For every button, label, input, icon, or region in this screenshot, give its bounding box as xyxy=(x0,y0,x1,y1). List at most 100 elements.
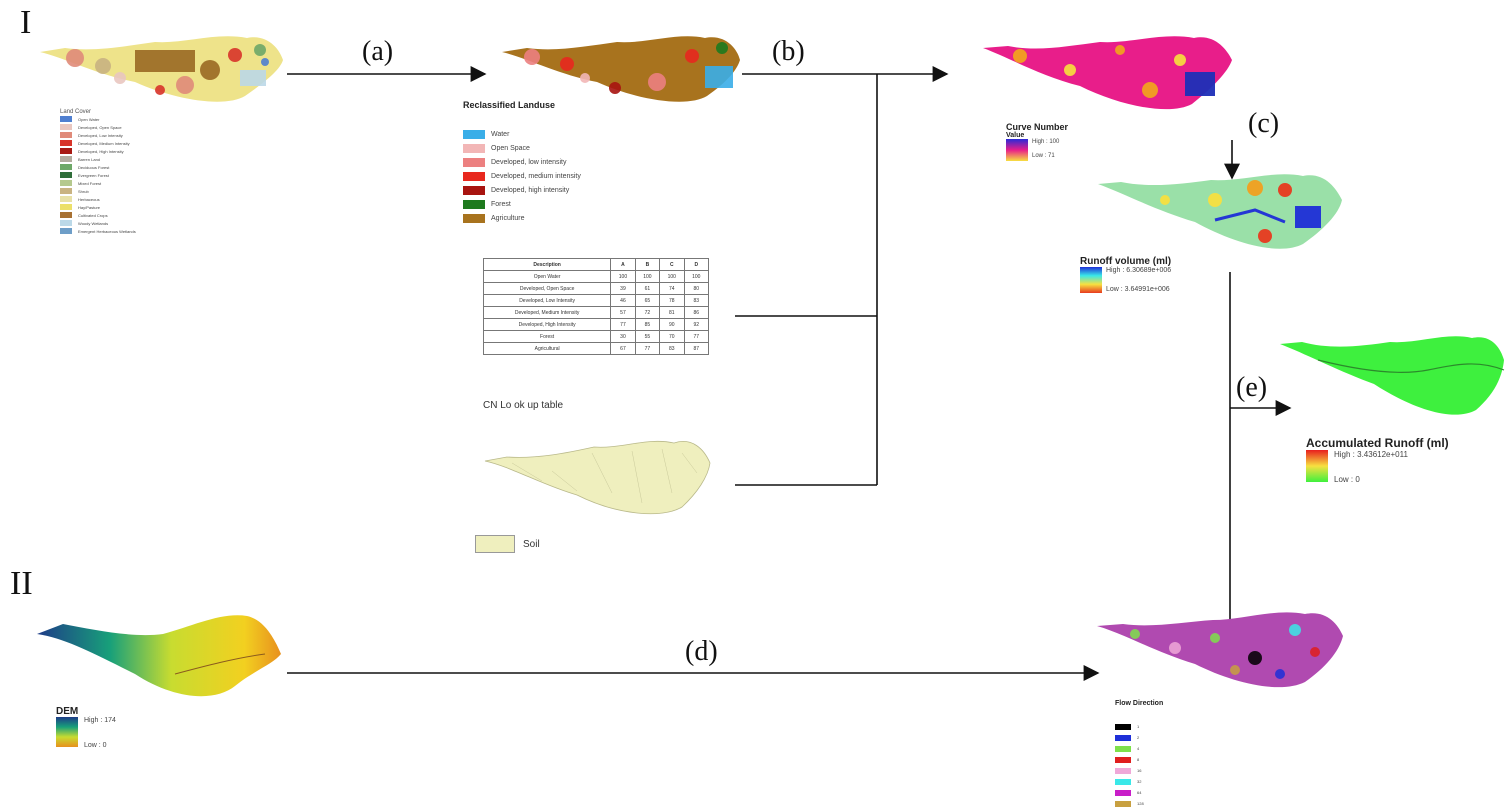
curve-number-high: High : 100 xyxy=(1032,139,1060,145)
legend-swatch xyxy=(1115,756,1131,763)
table-cell: Developed, Low Intensity xyxy=(482,294,612,307)
dem-legend: DEM High : 174 Low : 0 xyxy=(56,706,116,749)
table-cell: 67 xyxy=(610,342,636,355)
dem-map xyxy=(37,615,281,697)
legend-item: Shrub xyxy=(60,187,136,195)
table-cell: 81 xyxy=(659,306,685,319)
legend-swatch xyxy=(463,199,485,209)
soil-map xyxy=(484,440,711,515)
legend-item: 2 xyxy=(1115,732,1163,743)
cn-table-header: A xyxy=(610,258,636,271)
cn-table-caption: CN Lo ok up table xyxy=(483,400,564,411)
step-label-b: (b) xyxy=(772,36,805,67)
table-row: Developed, Medium Intensity 57 72 81 86 xyxy=(482,306,710,319)
table-cell: 77 xyxy=(610,318,636,331)
table-cell: 90 xyxy=(659,318,685,331)
legend-label: Forest xyxy=(491,200,511,208)
cn-lookup-table: Description A B C D Open Water 100 100 100 100 De… xyxy=(482,258,710,355)
legend-item: Developed, Medium Intensity xyxy=(60,139,136,147)
legend-label: 32 xyxy=(1137,779,1142,784)
legend-swatch xyxy=(60,156,72,162)
legend-item: Developed, Low Intensity xyxy=(60,131,136,139)
soil-swatch xyxy=(475,535,515,553)
curve-number-title: Curve Number xyxy=(1006,122,1069,132)
legend-swatch xyxy=(463,185,485,195)
table-cell: 72 xyxy=(634,306,661,319)
cn-table-header: D xyxy=(683,258,710,271)
legend-item: 16 xyxy=(1115,765,1163,776)
runoff-volume-map xyxy=(1098,174,1342,249)
legend-item: Water xyxy=(463,127,581,141)
reclassified-landuse-map xyxy=(502,36,740,102)
legend-label: 16 xyxy=(1137,768,1142,773)
legend-item: Cultivated Crops xyxy=(60,211,136,219)
table-row: Agricultural 67 77 83 87 xyxy=(482,342,710,355)
accumulated-runoff-gradient xyxy=(1306,450,1328,482)
curve-number-legend: Curve Number Value High : 100 Low : 71 xyxy=(1006,122,1068,161)
table-cell: 30 xyxy=(610,330,636,343)
legend-label: 2 xyxy=(1137,735,1140,740)
legend-label: Agriculture xyxy=(491,214,525,222)
table-cell: 74 xyxy=(659,282,685,295)
accumulated-runoff-high: High : 3.43612e+011 xyxy=(1334,450,1408,459)
legend-label: Developed, Low Intensity xyxy=(78,132,123,138)
table-cell: 100 xyxy=(659,270,685,283)
legend-swatch xyxy=(463,171,485,181)
table-cell: 77 xyxy=(634,342,661,355)
legend-label: Shrub xyxy=(78,188,89,194)
legend-item: Agriculture xyxy=(463,211,581,225)
legend-swatch xyxy=(60,180,72,186)
accumulated-runoff-title: Accumulated Runoff (ml) xyxy=(1306,436,1449,450)
table-cell: 80 xyxy=(683,282,710,295)
curve-number-low: Low : 71 xyxy=(1032,153,1055,159)
dem-high: High : 174 xyxy=(84,717,116,724)
legend-label: 128 xyxy=(1137,801,1144,806)
step-label-a: (a) xyxy=(362,36,394,67)
legend-swatch xyxy=(1115,723,1131,730)
legend-label: 8 xyxy=(1137,757,1140,762)
legend-label: 1 xyxy=(1137,724,1140,729)
dem-gradient xyxy=(56,717,78,747)
accumulated-runoff-map xyxy=(1280,336,1505,415)
legend-item: Developed, High Intensity xyxy=(60,147,136,155)
table-cell: 83 xyxy=(659,342,685,355)
legend-label: 4 xyxy=(1137,746,1140,751)
table-row: Forest 30 55 70 77 xyxy=(482,330,710,343)
table-cell: Developed, High Intensity xyxy=(482,318,612,331)
legend-swatch xyxy=(60,116,72,122)
dem-title: DEM xyxy=(56,706,79,717)
table-cell: 39 xyxy=(610,282,636,295)
table-cell: 70 xyxy=(659,330,685,343)
table-cell: Open Water xyxy=(482,270,612,283)
legend-label: Woody Wetlands xyxy=(78,220,109,226)
legend-swatch xyxy=(463,143,485,153)
legend-label: Deciduous Forest xyxy=(78,164,110,170)
table-cell: Forest xyxy=(482,330,612,343)
legend-swatch xyxy=(463,129,485,139)
table-cell: 100 xyxy=(683,270,710,283)
table-row: Developed, High Intensity 77 85 90 92 xyxy=(482,318,710,331)
legend-label: Developed, medium intensity xyxy=(491,172,581,180)
runoff-volume-legend: Runoff volume (ml) High : 6.30689e+006 L… xyxy=(1080,256,1171,293)
legend-item: Barren Land xyxy=(60,155,136,163)
runoff-volume-gradient xyxy=(1080,267,1102,293)
legend-item: Developed, high intensity xyxy=(463,183,581,197)
table-cell: 55 xyxy=(634,330,661,343)
legend-swatch xyxy=(60,228,72,234)
legend-label: Developed, High Intensity xyxy=(78,148,124,154)
table-cell: 77 xyxy=(683,330,710,343)
legend-swatch xyxy=(60,220,72,226)
reclassified-legend-title: Reclassified Landuse xyxy=(463,100,556,110)
legend-label: Developed, Open Space xyxy=(78,124,122,130)
legend-label: Evergreen Forest xyxy=(78,172,109,178)
legend-swatch xyxy=(60,172,72,178)
legend-label: Herbaceous xyxy=(78,196,100,202)
step-label-c: (c) xyxy=(1248,108,1280,139)
legend-item: 64 xyxy=(1115,787,1163,798)
legend-item: 1 xyxy=(1115,721,1163,732)
legend-swatch xyxy=(60,164,72,170)
legend-swatch xyxy=(60,212,72,218)
legend-item: Woody Wetlands xyxy=(60,219,136,227)
dem-low: Low : 0 xyxy=(84,742,107,749)
flow-direction-title: Flow Direction xyxy=(1115,700,1164,707)
